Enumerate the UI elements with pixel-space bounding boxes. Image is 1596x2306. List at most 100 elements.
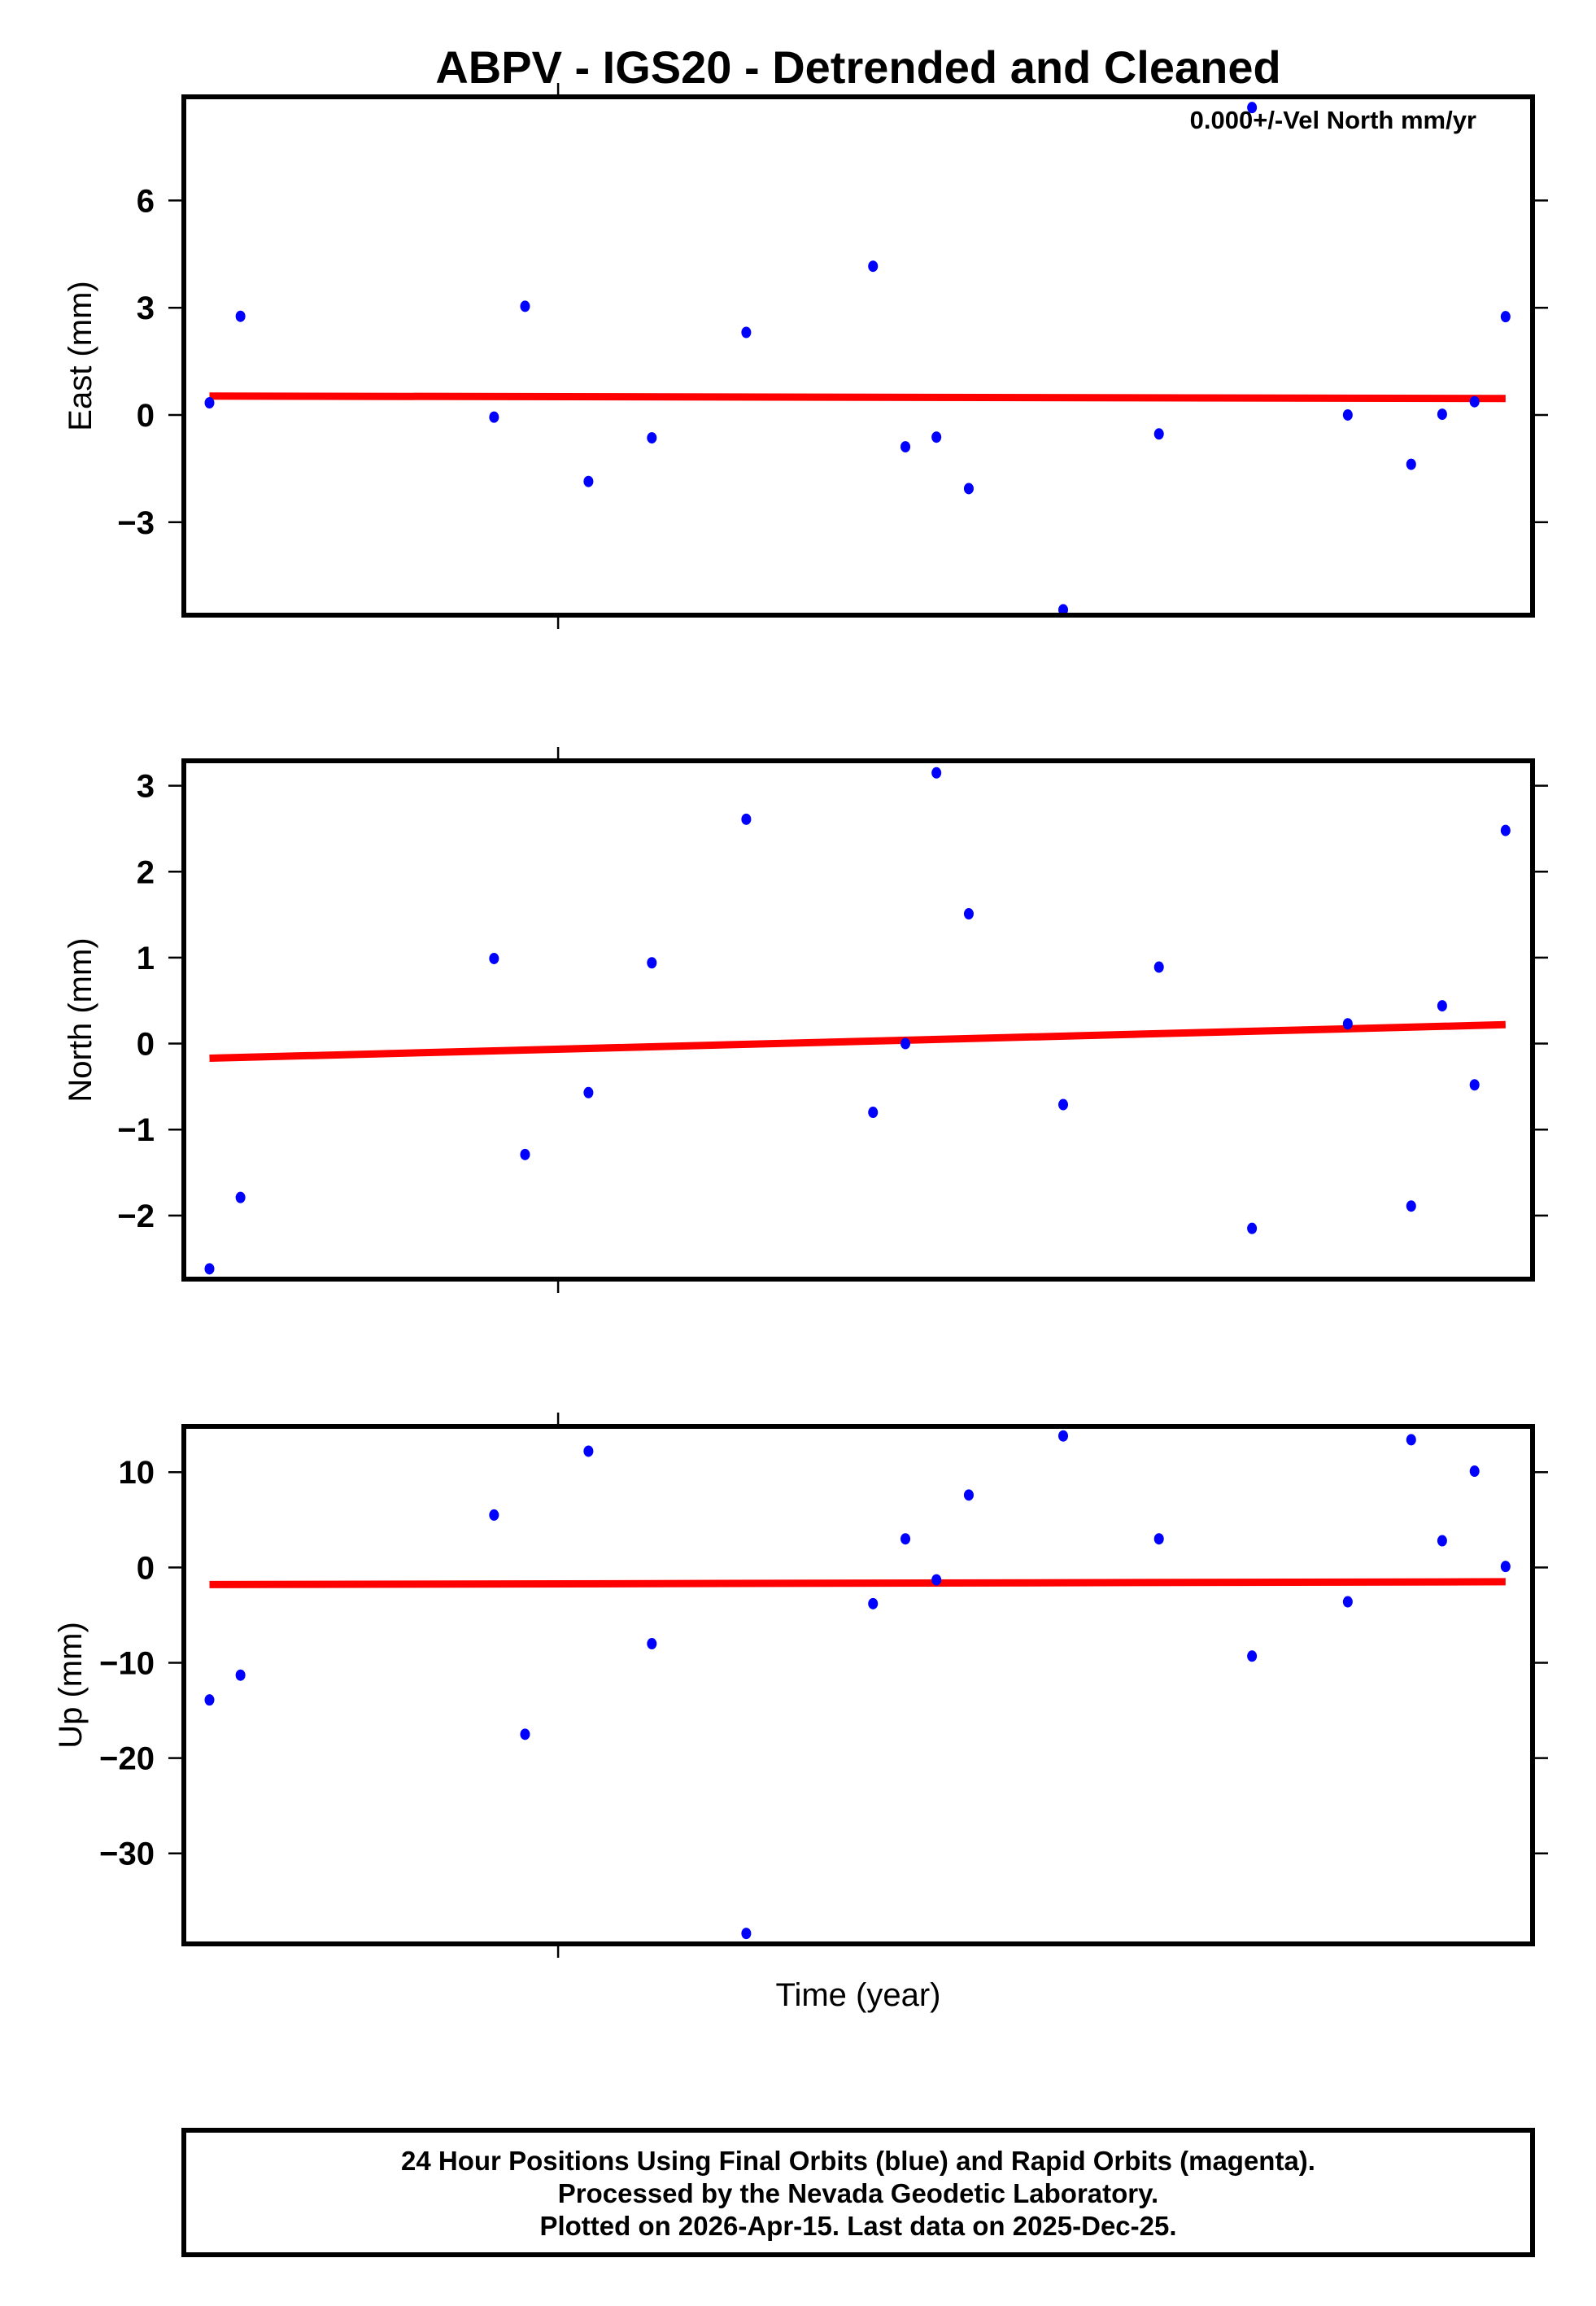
data-point [520, 1728, 530, 1740]
data-point [1247, 1222, 1258, 1234]
data-point [1437, 408, 1447, 421]
data-point [931, 431, 942, 443]
east-y-tick-labels: −3 0 3 6 [117, 183, 155, 540]
data-point [520, 300, 530, 312]
east-y-axis-label: East (mm) [63, 281, 98, 430]
data-point [1437, 1535, 1447, 1547]
up-y-tick-labels: −30 −20 −10 0 10 [99, 1455, 155, 1872]
data-point [1469, 395, 1480, 408]
y-tick-label: 6 [137, 183, 155, 219]
east-trend-line [209, 392, 1506, 403]
data-point [1342, 408, 1353, 421]
data-point [1153, 1533, 1164, 1545]
east-plot-frame [181, 94, 1535, 618]
data-point [520, 1148, 530, 1160]
data-point [963, 483, 974, 495]
data-point [1153, 428, 1164, 440]
data-point [963, 908, 974, 920]
data-point [1500, 311, 1511, 323]
y-tick-label: −2 [117, 1199, 155, 1234]
trend-line [209, 1578, 1506, 1588]
data-point [1058, 1430, 1069, 1442]
up-plot-frame [181, 1424, 1535, 1946]
data-point [1153, 961, 1164, 973]
footer-frame [181, 2128, 1535, 2257]
data-point [1406, 1434, 1416, 1446]
data-point [1058, 604, 1069, 616]
data-point [963, 1489, 974, 1501]
data-point [741, 326, 752, 338]
y-tick-label: −30 [99, 1837, 155, 1872]
data-point [900, 1533, 911, 1545]
data-point [647, 432, 657, 444]
data-point [647, 957, 657, 969]
data-point [1500, 1561, 1511, 1573]
data-point [235, 310, 246, 322]
data-point [583, 1086, 594, 1098]
north-panel: −2 −1 0 1 2 3 North (mm) [63, 747, 1548, 1293]
data-point [647, 1638, 657, 1650]
y-tick-label: −10 [99, 1645, 155, 1681]
data-point [931, 766, 942, 779]
data-point [868, 1107, 879, 1119]
data-point [489, 411, 499, 423]
footer-box: 24 Hour Positions Using Final Orbits (bl… [181, 2128, 1535, 2257]
y-tick-label: 0 [137, 398, 155, 434]
data-point [900, 1037, 911, 1050]
y-tick-label: 3 [137, 769, 155, 805]
up-y-axis-label: Up (mm) [53, 1622, 89, 1749]
data-point [1469, 1465, 1480, 1478]
y-tick-label: 0 [137, 1550, 155, 1586]
data-point [1342, 1018, 1353, 1030]
data-point [1406, 1200, 1416, 1212]
east-y-ticks [168, 83, 1548, 629]
data-point [1500, 824, 1511, 836]
footer-line-processed-by: Processed by the Nevada Geodetic Laborat… [558, 2178, 1158, 2208]
y-tick-label: 2 [137, 854, 155, 890]
y-tick-label: −3 [117, 505, 155, 541]
footer-line-orbits: 24 Hour Positions Using Final Orbits (bl… [401, 2146, 1315, 2176]
east-panel: −3 0 3 6 East (mm) 0.000+/-Vel North mm/yr [63, 83, 1548, 629]
north-y-axis-label: North (mm) [63, 937, 98, 1102]
data-point [583, 475, 594, 487]
data-point [741, 813, 752, 825]
data-point [204, 1263, 215, 1275]
data-point [1342, 1596, 1353, 1608]
data-point [1247, 1650, 1258, 1662]
north-data-points [204, 766, 1511, 1275]
data-point [868, 1597, 879, 1609]
north-trend-line [209, 1020, 1506, 1063]
x-axis-label: Time (year) [776, 1977, 941, 2013]
data-point [1406, 458, 1416, 470]
data-point [204, 397, 215, 409]
north-y-tick-labels: −2 −1 0 1 2 3 [117, 769, 155, 1234]
data-point [1437, 1000, 1447, 1012]
y-tick-label: 0 [137, 1027, 155, 1063]
velocity-annotation: 0.000+/-Vel North mm/yr [1190, 106, 1476, 134]
footer-line-dates: Plotted on 2026-Apr-15. Last data on 202… [539, 2211, 1176, 2241]
data-point [868, 260, 879, 273]
up-trend-line [209, 1578, 1506, 1588]
east-data-points [204, 102, 1511, 616]
data-point [489, 1509, 499, 1521]
data-point [204, 1694, 215, 1706]
data-point [235, 1191, 246, 1203]
up-data-points [204, 1430, 1511, 1940]
north-plot-frame [181, 758, 1535, 1282]
data-point [489, 952, 499, 964]
data-point [900, 441, 911, 453]
data-point [1469, 1079, 1480, 1091]
data-point [235, 1669, 246, 1681]
trend-line [209, 392, 1506, 403]
y-tick-label: 1 [137, 941, 155, 976]
y-tick-label: 3 [137, 290, 155, 326]
trend-line [209, 1020, 1506, 1063]
chart-title: ABPV - IGS20 - Detrended and Cleaned [435, 41, 1280, 93]
data-point [931, 1574, 942, 1586]
y-tick-label: −20 [99, 1741, 155, 1777]
data-point [741, 1928, 752, 1940]
data-point [1247, 102, 1258, 114]
y-tick-label: 10 [119, 1455, 155, 1491]
